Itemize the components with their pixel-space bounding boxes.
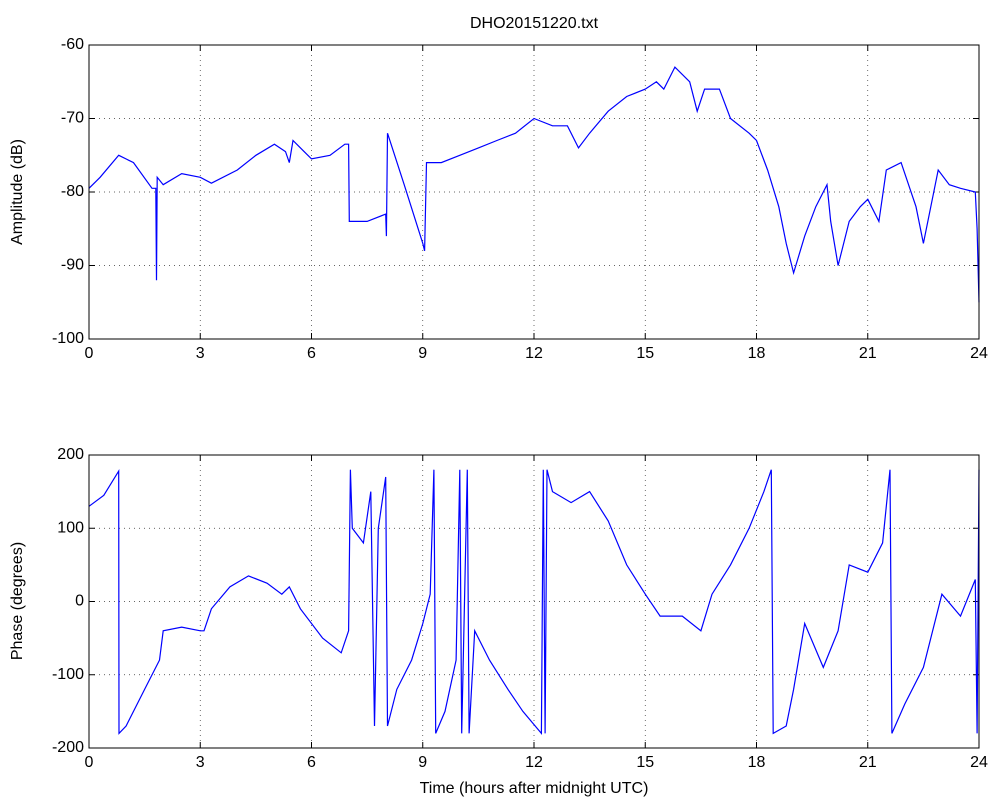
x-tick-label: 12 (525, 345, 543, 362)
y-tick-label: -100 (52, 330, 84, 347)
x-axis-label: Time (hours after midnight UTC) (420, 780, 649, 797)
x-tick-label: 9 (418, 754, 427, 771)
x-tick-label: 21 (859, 754, 877, 771)
y-tick-label: -200 (52, 739, 84, 756)
x-tick-label: 6 (307, 754, 316, 771)
x-tick-label: 3 (196, 345, 205, 362)
y-tick-label: 100 (57, 519, 84, 536)
x-tick-label: 18 (748, 345, 766, 362)
data-line (88, 66, 980, 303)
x-tick-label: 18 (748, 754, 766, 771)
x-tick-label: 12 (525, 754, 543, 771)
y-tick-label: 200 (57, 446, 84, 463)
x-tick-label: 6 (307, 345, 316, 362)
x-tick-label: 15 (636, 345, 654, 362)
plot-frame (88, 454, 980, 749)
x-tick-label: 0 (85, 754, 94, 771)
y-axis-label: Amplitude (dB) (9, 139, 26, 245)
y-axis-label: Phase (degrees) (9, 542, 26, 660)
plot-frame (88, 44, 980, 340)
y-tick-label: -90 (61, 257, 84, 274)
x-tick-label: 24 (970, 345, 988, 362)
y-tick-label: -60 (61, 36, 84, 53)
x-tick-label: 15 (636, 754, 654, 771)
data-line (88, 468, 980, 736)
x-tick-label: 21 (859, 345, 877, 362)
chart-title: DHO20151220.txt (470, 15, 599, 32)
x-tick-label: 3 (196, 754, 205, 771)
y-tick-label: -70 (61, 110, 84, 127)
x-tick-label: 9 (418, 345, 427, 362)
y-tick-label: -80 (61, 183, 84, 200)
x-tick-label: 0 (85, 345, 94, 362)
x-tick-label: 24 (970, 754, 988, 771)
y-tick-label: -100 (52, 666, 84, 683)
y-tick-label: 0 (75, 593, 84, 610)
